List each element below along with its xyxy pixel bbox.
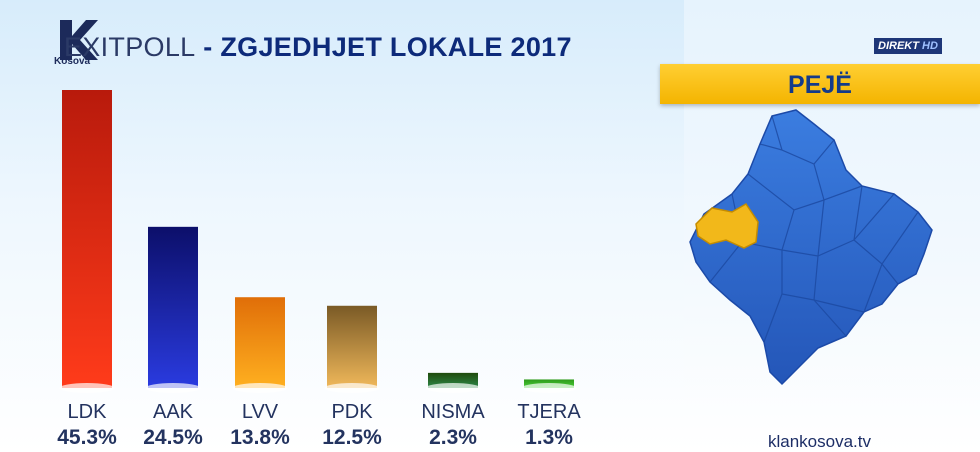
bar-aak [148, 226, 198, 388]
category-label: PDK [331, 401, 373, 423]
bar-pdk [327, 305, 377, 388]
live-badge: DIREKT HD [874, 38, 942, 54]
city-banner: PEJË [660, 64, 980, 104]
hd-label: HD [922, 40, 938, 52]
category-label: AAK [153, 401, 194, 423]
category-label: LDK [68, 401, 108, 423]
value-label: 2.3% [429, 426, 477, 449]
bar-glow [521, 383, 577, 393]
value-label: 13.8% [230, 426, 290, 449]
peje-highlight-icon [695, 203, 759, 249]
category-label: TJERA [517, 401, 581, 423]
kosovo-outline [689, 109, 933, 386]
bar-glow [324, 383, 380, 393]
kosovo-map-icon [686, 104, 942, 394]
category-label: NISMA [421, 401, 485, 423]
city-name: PEJË [788, 71, 852, 99]
value-label: 24.5% [143, 426, 203, 449]
bar-glow [145, 383, 201, 393]
title-separator: - [195, 32, 221, 62]
bar-glow [59, 383, 115, 393]
bar-chart-svg: LDK 45.3% AAK 24.5% LVV 13.8% PDK 12.5% NISMA 2.3… [57, 90, 581, 449]
value-label: 45.3% [57, 426, 117, 449]
logo-subtitle: Kosova [54, 56, 91, 67]
title-exitpoll: EXITPOLL [64, 32, 196, 62]
page-title: EXITPOLL - ZGJEDHJET LOKALE 2017 [64, 32, 572, 63]
bar-ldk [62, 90, 112, 388]
value-label: 12.5% [322, 426, 382, 449]
value-label: 1.3% [525, 426, 573, 449]
website-url: klankosova.tv [768, 432, 871, 451]
k-logo-icon [56, 16, 100, 64]
live-label: DIREKT [878, 40, 919, 52]
bar-lvv [235, 297, 285, 388]
category-label: LVV [242, 401, 279, 423]
title-election: ZGJEDHJET LOKALE 2017 [220, 32, 572, 62]
bar-glow [232, 383, 288, 393]
bar-chart: LDK 45.3% AAK 24.5% LVV 13.8% PDK 12.5% NISMA 2.3… [57, 90, 581, 449]
bar-glow [425, 383, 481, 393]
